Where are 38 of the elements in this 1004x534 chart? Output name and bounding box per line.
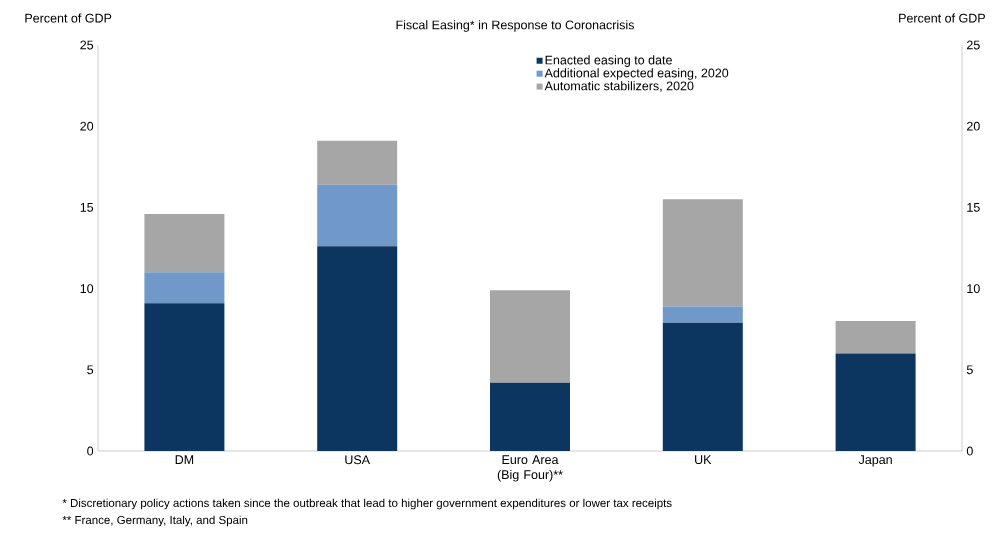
text: ** France, Germany, Italy, and Spain	[62, 515, 248, 527]
bar	[662, 199, 743, 307]
chart-title: Fiscal Easing* in Response to Coronacrisis	[396, 20, 635, 32]
x-tick-label: Japan	[858, 455, 892, 467]
y2-tick-label: 15	[967, 203, 980, 212]
y-tick-label: 20	[80, 121, 94, 131]
legend-label: Additional expected easing, 2020	[544, 68, 729, 80]
bar	[144, 213, 225, 273]
text: * Discretionary policy actions taken since the outbreak that lead to higher government expenditures or lower tax receipts	[62, 498, 672, 510]
bar	[317, 246, 398, 451]
bar	[835, 353, 916, 451]
bar	[490, 290, 570, 383]
x-tick-label: DM	[175, 455, 194, 464]
y2-tick-label: 5	[966, 365, 973, 375]
bar	[662, 306, 743, 323]
y-tick-label: 10	[80, 284, 94, 294]
y2-tick-label: 20	[967, 121, 980, 131]
bar	[317, 184, 398, 247]
x-tick-label: UK	[695, 455, 712, 465]
bar	[662, 322, 743, 451]
y2-tick-label: 0	[966, 446, 973, 456]
bar	[144, 272, 225, 304]
y-tick-label: 25	[80, 40, 94, 50]
y-tick-label: 15	[80, 203, 94, 212]
y2-tick-label: 10	[967, 284, 980, 294]
y2-tick-label: 25	[967, 40, 980, 50]
y-tick-label: 5	[87, 365, 94, 375]
bar	[835, 321, 916, 354]
bar	[490, 382, 570, 451]
legend-label: Automatic stabilizers, 2020	[544, 81, 694, 92]
bar	[144, 303, 225, 451]
bar	[317, 140, 398, 185]
y2-axis-title: Percent of GDP	[899, 13, 985, 23]
x-tick-label: USA	[345, 455, 371, 465]
legend-label: Enacted easing to date	[545, 55, 672, 67]
x-tick-label: Euro Area (Big Four)**	[497, 455, 563, 482]
y-tick-label: 0	[87, 446, 94, 456]
y-axis-title: Percent of GDP	[25, 13, 112, 23]
